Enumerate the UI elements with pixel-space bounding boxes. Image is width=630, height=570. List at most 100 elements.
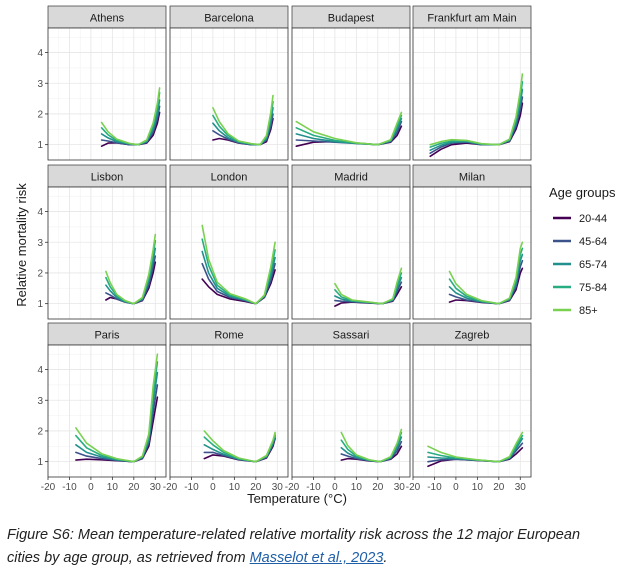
- x-tick-label: 30: [272, 482, 284, 493]
- x-tick-label: 30: [394, 482, 406, 493]
- panel-border: [412, 344, 532, 478]
- legend-label: 75-84: [579, 282, 607, 294]
- y-tick-label: 2: [37, 426, 43, 437]
- panel-border: [47, 27, 167, 161]
- panel-zagreb: Zagreb -20 -10 0 10 20 30: [406, 322, 532, 493]
- legend-label: 20-44: [579, 213, 607, 225]
- y-tick-label: 4: [37, 365, 43, 376]
- series-line-85+: [448, 241, 524, 305]
- panel-title: Zagreb: [455, 330, 490, 342]
- panel-border: [291, 344, 411, 478]
- x-tick-label: -10: [184, 482, 199, 493]
- panel-lisbon: Lisbon 1 2 3 4: [37, 164, 167, 320]
- panel-london: London: [169, 164, 289, 320]
- x-tick-label: 20: [128, 482, 140, 493]
- series-line-20-44: [201, 269, 276, 305]
- y-tick-label: 2: [37, 109, 43, 120]
- y-tick-label: 2: [37, 268, 43, 279]
- x-tick-label: -10: [427, 482, 442, 493]
- series-line-85+: [203, 430, 276, 463]
- panel-border: [412, 186, 532, 320]
- panel-milan: Milan: [412, 164, 532, 320]
- legend: Age groups 20-44 45-64 65-74 75-84 85+: [549, 185, 616, 317]
- x-tick-label: -20: [285, 482, 300, 493]
- series-line-85+: [429, 73, 524, 146]
- series-line-85+: [105, 233, 157, 305]
- panel-background: [48, 187, 166, 319]
- panel-border: [47, 186, 167, 320]
- series-line-85+: [427, 431, 524, 463]
- y-tick-label: 3: [37, 396, 43, 407]
- panel-background: [292, 187, 410, 319]
- faceted-line-chart: Athens 1 2 3 4 Barcelona Budapest Frankfurt am …: [14, 5, 616, 506]
- series-line-85+: [340, 428, 403, 463]
- y-tick-label: 3: [37, 79, 43, 90]
- y-tick-label: 1: [37, 299, 43, 310]
- x-tick-label: -20: [406, 482, 421, 493]
- panel-border: [169, 27, 289, 161]
- series-line-85+: [100, 87, 161, 146]
- x-tick-label: 10: [229, 482, 241, 493]
- y-tick-label: 3: [37, 238, 43, 249]
- x-tick-label: -10: [62, 482, 77, 493]
- panel-title: Budapest: [328, 13, 374, 25]
- panel-sassari: Sassari -20 -10 0 10 20 30: [285, 322, 411, 493]
- panel-madrid: Madrid: [291, 164, 411, 320]
- series-line-85+: [212, 94, 274, 146]
- panel-title: London: [211, 172, 248, 184]
- y-tick-label: 4: [37, 48, 43, 59]
- series-line-85+: [334, 267, 403, 305]
- legend-label: 85+: [579, 305, 598, 317]
- panel-border: [169, 344, 289, 478]
- x-tick-label: 20: [372, 482, 384, 493]
- x-tick-label: -20: [163, 482, 178, 493]
- panel-title: Frankfurt am Main: [427, 13, 516, 25]
- x-tick-label: 0: [88, 482, 94, 493]
- panel-title: Athens: [90, 13, 125, 25]
- panel-budapest: Budapest: [291, 5, 411, 161]
- panel-border: [47, 344, 167, 478]
- x-tick-label: 10: [351, 482, 363, 493]
- caption-end: .: [383, 550, 388, 566]
- legend-title: Age groups: [549, 185, 616, 200]
- panel-border: [291, 186, 411, 320]
- panel-border: [412, 27, 532, 161]
- caption-link[interactable]: Masselot et al., 2023: [249, 550, 384, 566]
- y-tick-label: 1: [37, 140, 43, 151]
- legend-label: 65-74: [579, 259, 607, 271]
- panel-paris: Paris 1 2 3 4 -20 -10 0 10 20 30: [37, 322, 167, 493]
- x-axis-title: Temperature (°C): [247, 491, 347, 506]
- panel-title: Sassari: [333, 330, 370, 342]
- x-tick-label: 0: [453, 482, 459, 493]
- panel-title: Barcelona: [204, 13, 254, 25]
- x-tick-label: -10: [306, 482, 321, 493]
- panel-title: Milan: [459, 172, 485, 184]
- panel-title: Lisbon: [91, 172, 123, 184]
- figure-caption: Figure S6: Mean temperature-related rela…: [7, 524, 617, 570]
- panel-frankfurt-am-main: Frankfurt am Main: [412, 5, 532, 161]
- x-tick-label: 20: [250, 482, 262, 493]
- caption-text: Figure S6: Mean temperature-related rela…: [7, 527, 581, 566]
- x-tick-label: -20: [41, 482, 56, 493]
- panel-title: Rome: [214, 330, 243, 342]
- x-tick-label: 10: [472, 482, 484, 493]
- y-tick-label: 1: [37, 457, 43, 468]
- series-line-85+: [295, 111, 403, 146]
- y-tick-label: 4: [37, 207, 43, 218]
- panel-barcelona: Barcelona: [169, 5, 289, 161]
- x-tick-label: 0: [332, 482, 338, 493]
- panel-background: [413, 28, 531, 160]
- series-line-85+: [201, 224, 276, 305]
- panel-border: [291, 27, 411, 161]
- x-tick-label: 0: [210, 482, 216, 493]
- panel-border: [169, 186, 289, 320]
- x-tick-label: 30: [150, 482, 162, 493]
- x-tick-label: 20: [493, 482, 505, 493]
- legend-label: 45-64: [579, 236, 607, 248]
- panel-title: Madrid: [334, 172, 368, 184]
- panel-title: Paris: [94, 330, 120, 342]
- series-line-85+: [75, 353, 159, 463]
- x-tick-label: 10: [107, 482, 119, 493]
- panel-rome: Rome -20 -10 0 10 20 30: [163, 322, 289, 493]
- panel-athens: Athens 1 2 3 4: [37, 5, 167, 161]
